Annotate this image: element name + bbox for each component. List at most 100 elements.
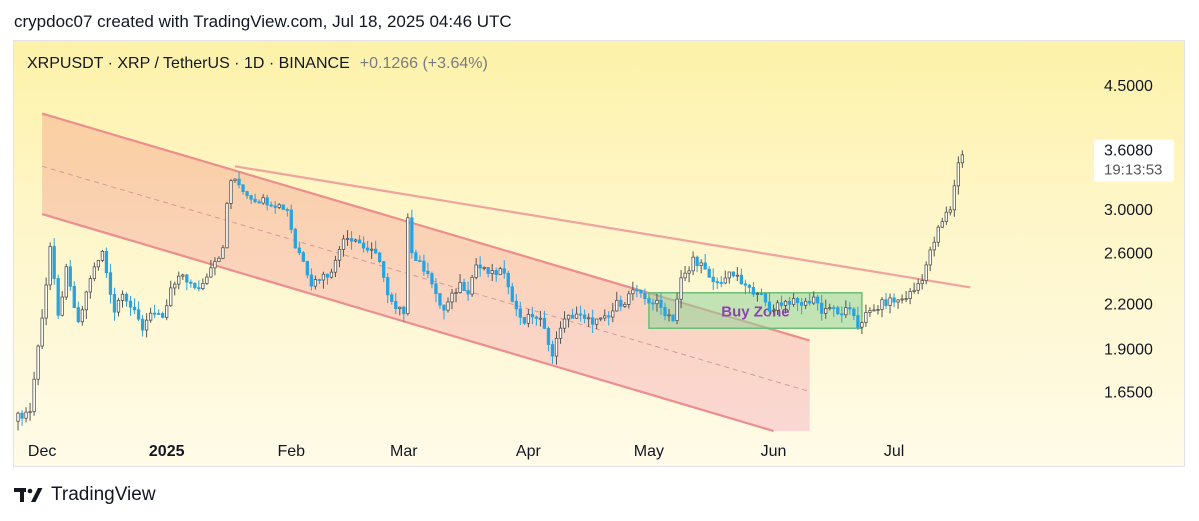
candle: [329, 271, 334, 278]
tradingview-logo-icon: [14, 488, 43, 502]
candle: [518, 308, 522, 318]
candle: [627, 293, 631, 305]
candle: [422, 260, 426, 272]
candle: [60, 296, 64, 316]
candle: [763, 293, 768, 303]
candle: [860, 322, 864, 328]
candle: [153, 312, 157, 315]
candle: [804, 300, 808, 306]
candle: [229, 180, 233, 204]
candle: [767, 301, 772, 312]
candle: [20, 412, 24, 419]
candle: [510, 286, 514, 302]
candle: [751, 287, 756, 295]
candle: [144, 319, 149, 331]
channel-mid-line[interactable]: [41, 165, 810, 393]
candle: [120, 293, 125, 301]
candle: [462, 281, 466, 291]
candle: [912, 289, 916, 292]
candle: [920, 280, 924, 285]
candle: [165, 305, 169, 318]
chart-title: XRPUSDT · XRP / TetherUS · 1D · BINANCE: [27, 55, 350, 72]
candle: [305, 260, 309, 276]
candle: [715, 281, 719, 284]
candle: [72, 285, 76, 308]
candle: [241, 184, 245, 192]
x-tick-label: Jun: [761, 443, 787, 460]
candle: [570, 314, 575, 319]
candle: [161, 313, 165, 318]
candle: [787, 300, 792, 305]
candle: [779, 302, 784, 306]
candle: [494, 270, 498, 276]
y-tick-label: 2.2000: [1104, 297, 1153, 314]
candle: [486, 267, 490, 274]
price-chart[interactable]: Buy Zone 4.5000 3.0000 2.6000 2.2000 1.9000 1.…: [14, 41, 1185, 467]
candle: [209, 267, 213, 278]
candle: [840, 313, 844, 316]
candle: [293, 228, 297, 249]
candle: [378, 252, 382, 262]
x-tick-label: Feb: [277, 443, 305, 460]
candle: [490, 270, 494, 274]
candle: [538, 317, 543, 320]
candle: [32, 378, 36, 413]
candle: [52, 246, 56, 279]
candle: [382, 261, 386, 278]
candle: [872, 309, 876, 312]
candle: [671, 314, 675, 321]
footer: TradingView: [14, 484, 156, 506]
candle: [530, 313, 535, 318]
last-price-countdown: 19:13:53: [1104, 162, 1162, 179]
candle: [884, 299, 888, 306]
candle: [599, 317, 603, 320]
channel-lower-line[interactable]: [41, 213, 774, 433]
candle: [44, 284, 48, 319]
candle: [888, 297, 892, 306]
footer-brand: TradingView: [51, 484, 156, 505]
last-price-box: [1094, 139, 1174, 182]
candle: [783, 300, 788, 306]
candle: [526, 313, 531, 324]
chart-area[interactable]: Buy Zone 4.5000 3.0000 2.6000 2.2000 1.9000 1.…: [13, 40, 1185, 467]
candle: [799, 302, 804, 306]
resistance-line[interactable]: [234, 165, 971, 289]
candle: [297, 247, 301, 254]
candle: [904, 298, 908, 300]
candle: [189, 281, 193, 284]
candle: [791, 298, 796, 305]
candle: [438, 293, 442, 306]
candle: [374, 248, 378, 254]
candle: [157, 313, 161, 315]
candle: [916, 283, 920, 291]
candle: [345, 238, 350, 240]
candle: [659, 299, 663, 308]
candle: [406, 217, 410, 315]
candle: [197, 287, 201, 290]
y-tick-label: 3.0000: [1104, 202, 1153, 219]
candle: [434, 283, 438, 295]
candle: [213, 261, 217, 269]
candle: [325, 273, 330, 278]
candle: [808, 300, 812, 304]
candle: [611, 310, 615, 318]
candle: [892, 297, 896, 303]
candle: [651, 302, 655, 305]
candle: [896, 299, 900, 303]
candle: [233, 178, 237, 182]
candle: [743, 283, 748, 286]
candle: [466, 290, 470, 295]
candle: [478, 264, 482, 269]
candle: [36, 345, 40, 380]
candle: [181, 274, 185, 277]
x-tick-label: Jul: [884, 443, 904, 460]
candle: [173, 283, 177, 289]
candle: [48, 246, 52, 286]
candle: [795, 298, 800, 304]
candle: [848, 307, 852, 310]
candle: [333, 259, 338, 273]
candle: [442, 304, 446, 311]
candle: [719, 282, 723, 284]
candle: [301, 252, 305, 262]
candle: [24, 411, 28, 419]
